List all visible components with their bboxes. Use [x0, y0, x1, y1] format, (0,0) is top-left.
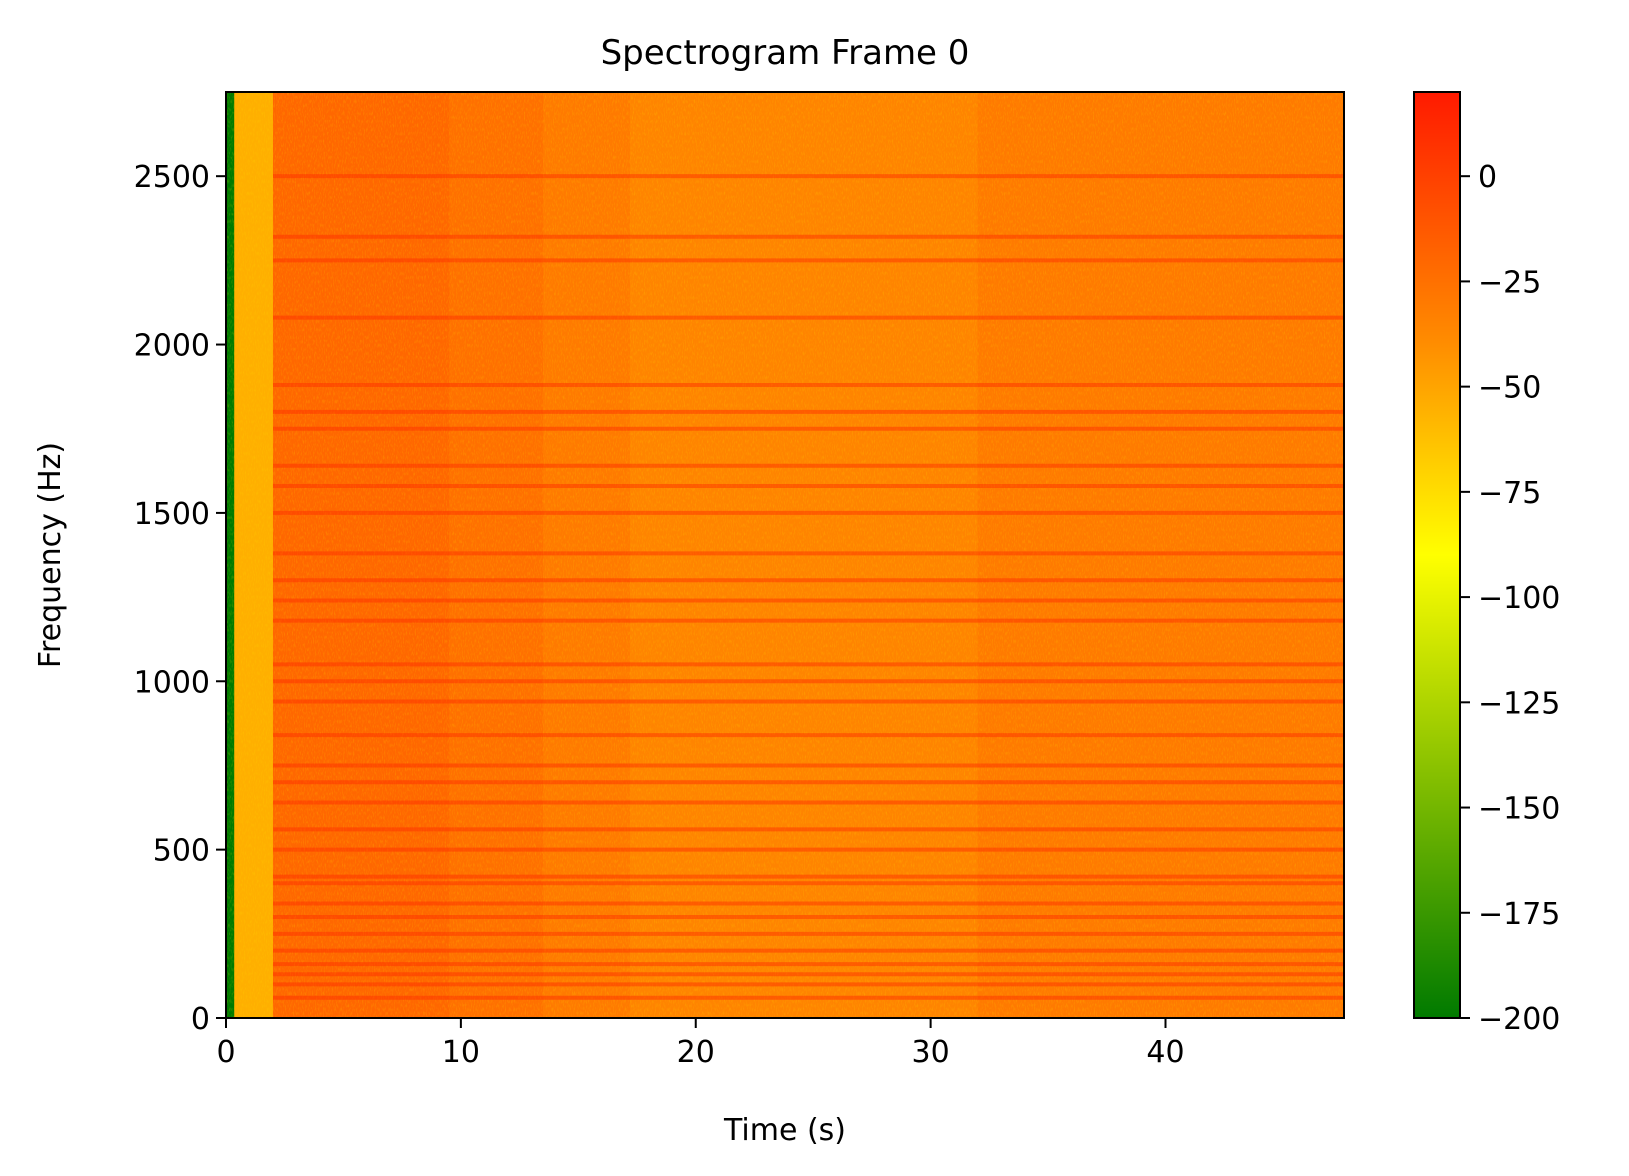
y-axis-label: Frequency (Hz)	[33, 442, 68, 668]
colorbar	[1413, 91, 1461, 1019]
x-axis-label: Time (s)	[723, 1113, 846, 1148]
y-tick-label: 2000	[134, 329, 210, 364]
colorbar-tick-label: −25	[1478, 265, 1541, 300]
chart-title: Spectrogram Frame 0	[601, 33, 970, 73]
colorbar-axis: 0 −25 −50 −75 −100 −125 −150 −175 −200	[1460, 160, 1560, 1037]
x-tick-label: 40	[1146, 1035, 1184, 1070]
colorbar-tick-label: −125	[1478, 686, 1560, 721]
x-tick-label: 0	[216, 1035, 235, 1070]
y-tick-label: 0	[191, 1002, 210, 1037]
colorbar-tick-label: −75	[1478, 476, 1541, 511]
x-tick-label: 20	[677, 1035, 715, 1070]
plot-area	[226, 92, 1344, 1018]
y-tick-label: 2500	[134, 160, 210, 195]
colorbar-tick-label: −100	[1478, 581, 1560, 616]
x-axis: 0 10 20 30 40	[216, 1018, 1185, 1070]
plot-frame	[225, 91, 1345, 1019]
noise-texture	[226, 92, 1344, 1018]
x-tick-label: 30	[912, 1035, 950, 1070]
y-tick-label: 1000	[134, 665, 210, 700]
colorbar-tick-label: −150	[1478, 792, 1560, 827]
colorbar-tick-label: 0	[1478, 160, 1497, 195]
colorbar-tick-label: −200	[1478, 1002, 1560, 1037]
colorbar-tick-label: −175	[1478, 897, 1560, 932]
colorbar-tick-label: −50	[1478, 371, 1541, 406]
x-tick-label: 10	[442, 1035, 480, 1070]
y-axis: 0 500 1000 1500 2000 2500	[134, 160, 226, 1037]
y-tick-label: 500	[153, 834, 210, 869]
y-tick-label: 1500	[134, 497, 210, 532]
